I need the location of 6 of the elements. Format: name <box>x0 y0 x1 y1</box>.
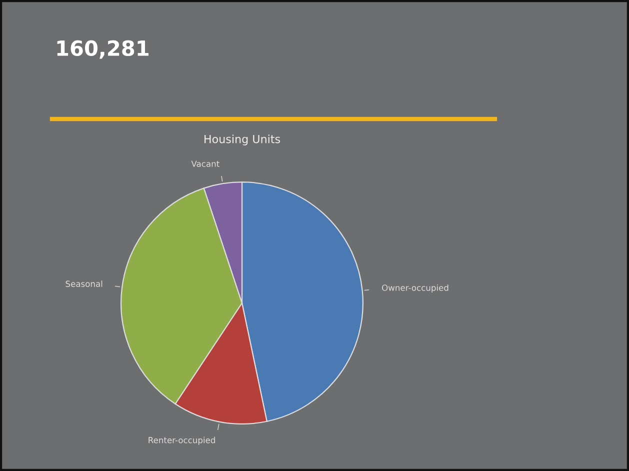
slice-label: Owner-occupied <box>382 284 448 293</box>
slice-label: Vacant <box>191 160 220 167</box>
chart-title: 160,281 <box>57 40 148 59</box>
slice-label: Renter-occupied <box>148 436 215 445</box>
slice-label: Seasonal <box>66 280 102 287</box>
chart-subtitle: Housing Units <box>204 134 280 146</box>
